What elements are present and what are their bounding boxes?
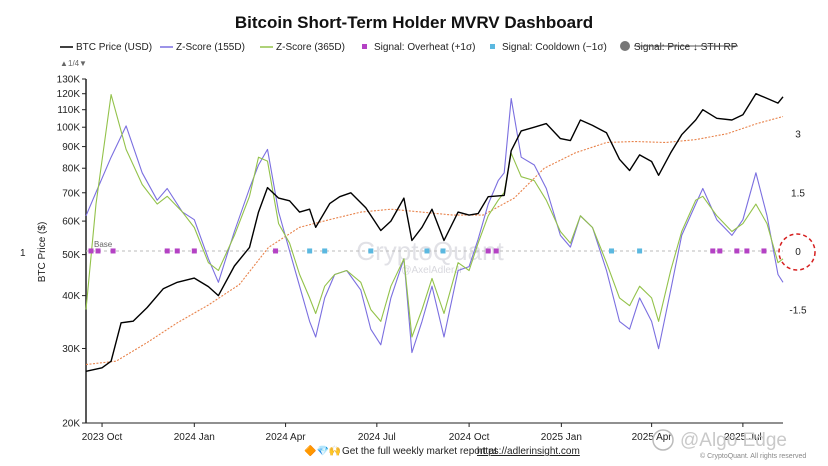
x-tick-label: 2024 Jul — [358, 432, 396, 443]
overheat-signal-marker — [761, 248, 767, 254]
overheat-signal-marker — [734, 248, 740, 254]
y-axis-label: BTC Price ($) — [37, 222, 48, 283]
series-line-1 — [85, 97, 784, 354]
overheat-signal-marker — [110, 248, 116, 254]
y2-tick-label: 1.5 — [791, 188, 805, 199]
legend-label-cooldown: Signal: Cooldown (−1σ) — [502, 42, 607, 53]
algo-edge-watermark: @Algo Edge © CryptoQuant. All rights res… — [652, 429, 806, 460]
legend-label-price: BTC Price (USD) — [76, 42, 152, 53]
x-tick-label: 2024 Apr — [266, 432, 307, 443]
footer-link[interactable]: https://adlerinsight.com — [477, 446, 580, 457]
legend-item-price[interactable]: BTC Price (USD) — [60, 42, 152, 53]
cooldown-signal-marker — [440, 248, 446, 254]
overheat-signal-marker — [273, 248, 279, 254]
pager-up-icon[interactable]: ▲ — [60, 59, 68, 68]
y-tick-label: 120K — [57, 89, 81, 100]
y-tick-label: 50K — [62, 250, 80, 261]
series-line-3 — [85, 115, 784, 366]
series-line-2 — [85, 94, 784, 338]
overheat-signal-marker — [164, 248, 170, 254]
overheat-signal-marker — [191, 248, 197, 254]
cooldown-signal-marker — [322, 248, 328, 254]
legend-item-cooldown[interactable]: Signal: Cooldown (−1σ) — [490, 42, 607, 53]
cooldown-signal-marker — [637, 248, 643, 254]
watermark-handle: @AxelAdlerJr — [401, 265, 463, 276]
y-tick-label: 110K — [57, 105, 80, 116]
legend-item-hidden-signal[interactable]: Signal: Price ↓ STH RP — [620, 41, 738, 53]
y-tick-label: 70K — [62, 188, 80, 199]
y-tick-label: 80K — [62, 164, 80, 175]
legend-item-overheat[interactable]: Signal: Overheat (+1σ) — [362, 42, 476, 53]
footer: 🔶💎🙌 Get the full weekly market report at… — [304, 444, 580, 457]
watermark-credit: © CryptoQuant. All rights reserved — [700, 452, 806, 460]
legend-label-z365: Z-Score (365D) — [276, 42, 345, 53]
left-side-label: 1 — [20, 248, 26, 259]
chart-title: Bitcoin Short-Term Holder MVRV Dashboard — [235, 13, 593, 32]
cooldown-signal-marker — [307, 248, 313, 254]
x-tick-label: 2025 Apr — [632, 432, 673, 443]
legend-item-z365[interactable]: Z-Score (365D) — [260, 42, 345, 53]
legend-label-overheat: Signal: Overheat (+1σ) — [374, 42, 476, 53]
y-tick-label: 130K — [57, 75, 81, 86]
overheat-signal-marker — [717, 248, 723, 254]
series-line-0 — [85, 92, 784, 372]
y-tick-label: 60K — [62, 217, 80, 228]
y-tick-label: 90K — [62, 142, 80, 153]
plot-area: 20K 30K 40K 50K 60K 70K 80K 90K 100K 110K 120K 130K… — [57, 75, 816, 443]
y2-tick-label: 0 — [795, 247, 801, 258]
watermark-corner-text: @Algo Edge — [680, 430, 787, 451]
legend-item-z155[interactable]: Z-Score (155D) — [160, 42, 245, 53]
cooldown-signal-marker — [368, 248, 374, 254]
overheat-signal-marker — [485, 248, 491, 254]
overheat-signal-marker — [174, 248, 180, 254]
overheat-signal-marker — [88, 248, 94, 254]
zero-highlight-circle — [778, 233, 816, 271]
y-tick-label: 100K — [57, 123, 81, 134]
y2-tick-label: 3 — [795, 130, 801, 141]
cryptoquant-watermark: CryptoQuant @AxelAdlerJr — [356, 236, 504, 276]
legend-page-indicator: 1/4 — [68, 59, 80, 68]
footer-emoji: 🔶💎🙌 — [304, 444, 341, 457]
algo-edge-logo-icon — [652, 429, 674, 451]
y-tick-label: 20K — [62, 419, 80, 430]
cooldown-signal-marker — [424, 248, 430, 254]
y-tick-label: 40K — [62, 291, 80, 302]
y-tick-label: 30K — [62, 344, 80, 355]
x-tick-label: 2025 Jul — [724, 432, 762, 443]
legend-pager[interactable]: ▲ 1/4 ▼ — [60, 59, 87, 68]
overheat-signal-marker — [95, 248, 101, 254]
pager-down-icon[interactable]: ▼ — [79, 59, 87, 68]
x-tick-label: 2023 Oct — [82, 432, 123, 443]
x-tick-label: 2024 Oct — [449, 432, 490, 443]
overheat-signal-marker — [493, 248, 499, 254]
overheat-signal-marker — [710, 248, 716, 254]
overheat-signal-marker — [744, 248, 750, 254]
x-tick-label: 2024 Jan — [174, 432, 215, 443]
legend[interactable]: BTC Price (USD) Z-Score (155D) Z-Score (… — [60, 41, 738, 53]
y2-tick-label: -1.5 — [789, 306, 807, 317]
base-label: Base — [94, 240, 113, 249]
footer-text: Get the full weekly market report at — [342, 446, 497, 457]
x-tick-label: 2025 Jan — [541, 432, 582, 443]
legend-label-z155: Z-Score (155D) — [176, 42, 245, 53]
legend-label-hidden-signal: Signal: Price ↓ STH RP — [634, 42, 738, 53]
cooldown-signal-marker — [609, 248, 615, 254]
